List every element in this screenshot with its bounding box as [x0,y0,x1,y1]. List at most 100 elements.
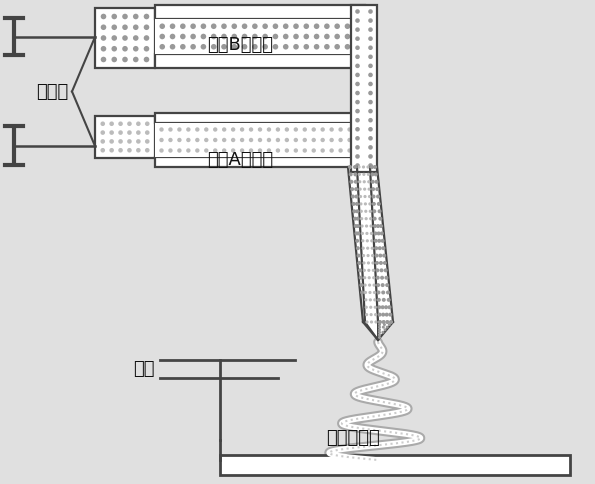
Circle shape [168,138,173,142]
Circle shape [355,36,360,41]
Circle shape [144,57,149,62]
Circle shape [376,195,380,198]
Circle shape [221,44,227,49]
Circle shape [293,138,298,142]
Circle shape [101,25,107,30]
Circle shape [353,224,358,228]
Circle shape [355,91,360,95]
Circle shape [353,172,358,176]
Circle shape [249,148,253,152]
Circle shape [355,195,359,198]
Circle shape [378,209,381,213]
Circle shape [133,46,139,52]
Circle shape [136,139,140,144]
Circle shape [378,331,381,334]
Circle shape [386,326,389,329]
Circle shape [387,298,391,302]
Circle shape [127,121,131,126]
Circle shape [378,313,381,317]
Circle shape [345,34,350,39]
Bar [95,8,155,68]
Circle shape [101,148,105,152]
Circle shape [372,269,375,272]
Circle shape [368,9,373,14]
Circle shape [368,82,373,86]
Circle shape [375,254,378,257]
Circle shape [109,121,114,126]
Circle shape [122,25,128,30]
Circle shape [359,283,364,287]
Circle shape [355,100,360,105]
Circle shape [252,44,258,49]
Circle shape [368,284,371,287]
Circle shape [378,336,381,339]
Circle shape [355,136,360,141]
Bar [155,5,365,19]
Circle shape [159,34,165,39]
Circle shape [374,231,377,235]
Circle shape [222,127,226,132]
Circle shape [170,34,176,39]
Circle shape [381,320,386,324]
Circle shape [101,57,107,62]
Circle shape [339,127,343,132]
Circle shape [168,127,173,132]
Circle shape [273,23,278,29]
Circle shape [386,320,389,324]
Circle shape [365,313,368,316]
Circle shape [195,138,199,142]
Circle shape [389,313,392,317]
Circle shape [211,34,217,39]
Circle shape [377,231,381,235]
Circle shape [381,313,385,317]
Circle shape [377,202,381,206]
Circle shape [384,328,387,331]
Circle shape [231,44,237,49]
Circle shape [262,34,268,39]
Circle shape [321,127,325,132]
Circle shape [293,44,299,49]
Circle shape [364,195,367,198]
Circle shape [283,34,289,39]
Circle shape [284,138,289,142]
Circle shape [133,57,139,62]
Circle shape [275,148,280,152]
Circle shape [303,23,309,29]
Circle shape [359,276,363,280]
Circle shape [136,148,140,152]
Circle shape [249,138,253,142]
Circle shape [361,225,364,227]
Circle shape [314,23,320,29]
Circle shape [354,187,358,191]
Circle shape [101,14,107,19]
Circle shape [122,14,128,19]
Circle shape [389,320,393,324]
Circle shape [303,148,307,152]
Circle shape [109,148,114,152]
Circle shape [355,163,360,168]
Circle shape [371,254,374,257]
Circle shape [293,23,299,29]
Circle shape [275,138,280,142]
Circle shape [111,35,117,41]
Circle shape [359,195,362,198]
Circle shape [377,290,380,294]
Circle shape [314,44,320,49]
Circle shape [374,305,377,309]
Circle shape [101,130,105,135]
Circle shape [369,313,372,316]
Circle shape [365,305,368,309]
Circle shape [242,23,248,29]
Circle shape [367,166,369,168]
Circle shape [364,284,367,287]
Circle shape [159,23,165,29]
Circle shape [186,127,190,132]
Circle shape [312,127,316,132]
Circle shape [368,45,373,50]
Circle shape [347,148,352,152]
Circle shape [213,148,217,152]
Circle shape [368,55,373,59]
Circle shape [159,148,164,152]
Circle shape [368,136,373,141]
Circle shape [382,254,386,257]
